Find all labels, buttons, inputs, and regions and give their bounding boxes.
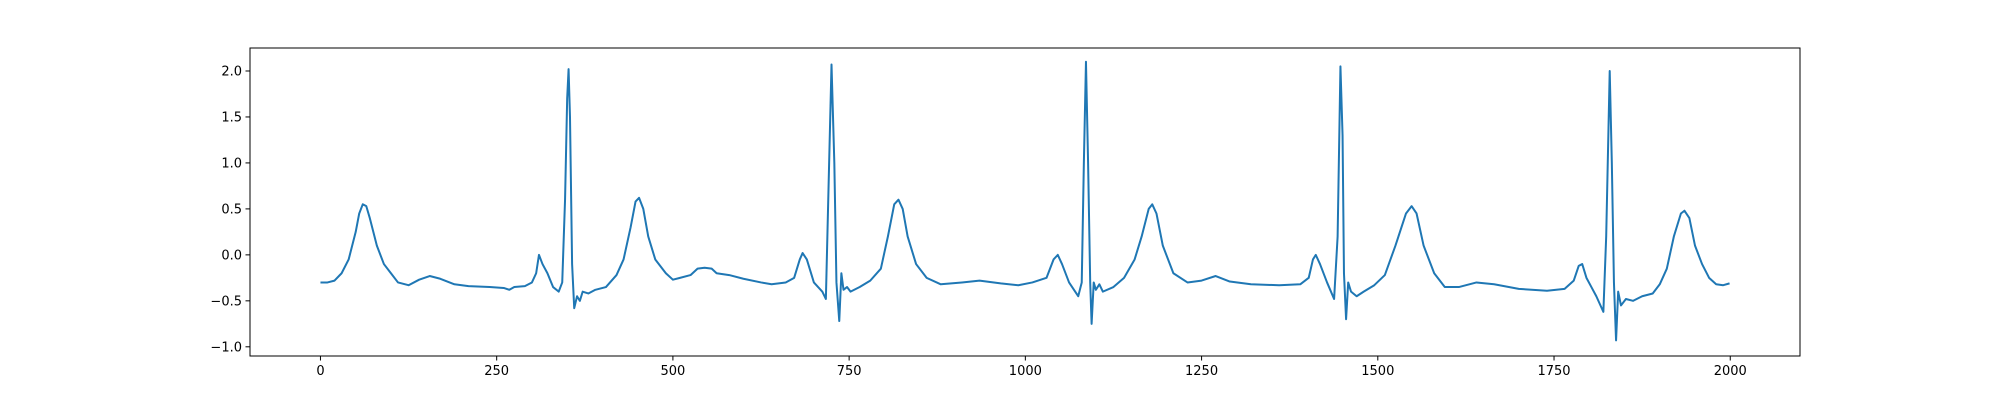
- y-tick-label: 2.0: [221, 64, 242, 79]
- x-tick-label: 2000: [1714, 364, 1747, 379]
- y-tick-label: 1.0: [221, 156, 242, 171]
- x-tick-label: 0: [316, 364, 324, 379]
- y-tick-label: 0.0: [221, 248, 242, 263]
- x-tick-label: 250: [484, 364, 509, 379]
- plot-frame: [249, 47, 1801, 357]
- x-tick-label: 1500: [1361, 364, 1394, 379]
- y-tick-label: 0.5: [221, 202, 242, 217]
- line: [320, 60, 1730, 342]
- x-tick-label: 1250: [1185, 364, 1218, 379]
- y-tick-label: −1.0: [210, 340, 242, 355]
- x-tick-label: 1000: [1009, 364, 1042, 379]
- y-tick-label: 1.5: [221, 110, 242, 125]
- x-tick-label: 500: [660, 364, 685, 379]
- x-tick-label: 750: [837, 364, 862, 379]
- y-tick-label: −0.5: [210, 294, 242, 309]
- x-tick-label: 1750: [1537, 364, 1570, 379]
